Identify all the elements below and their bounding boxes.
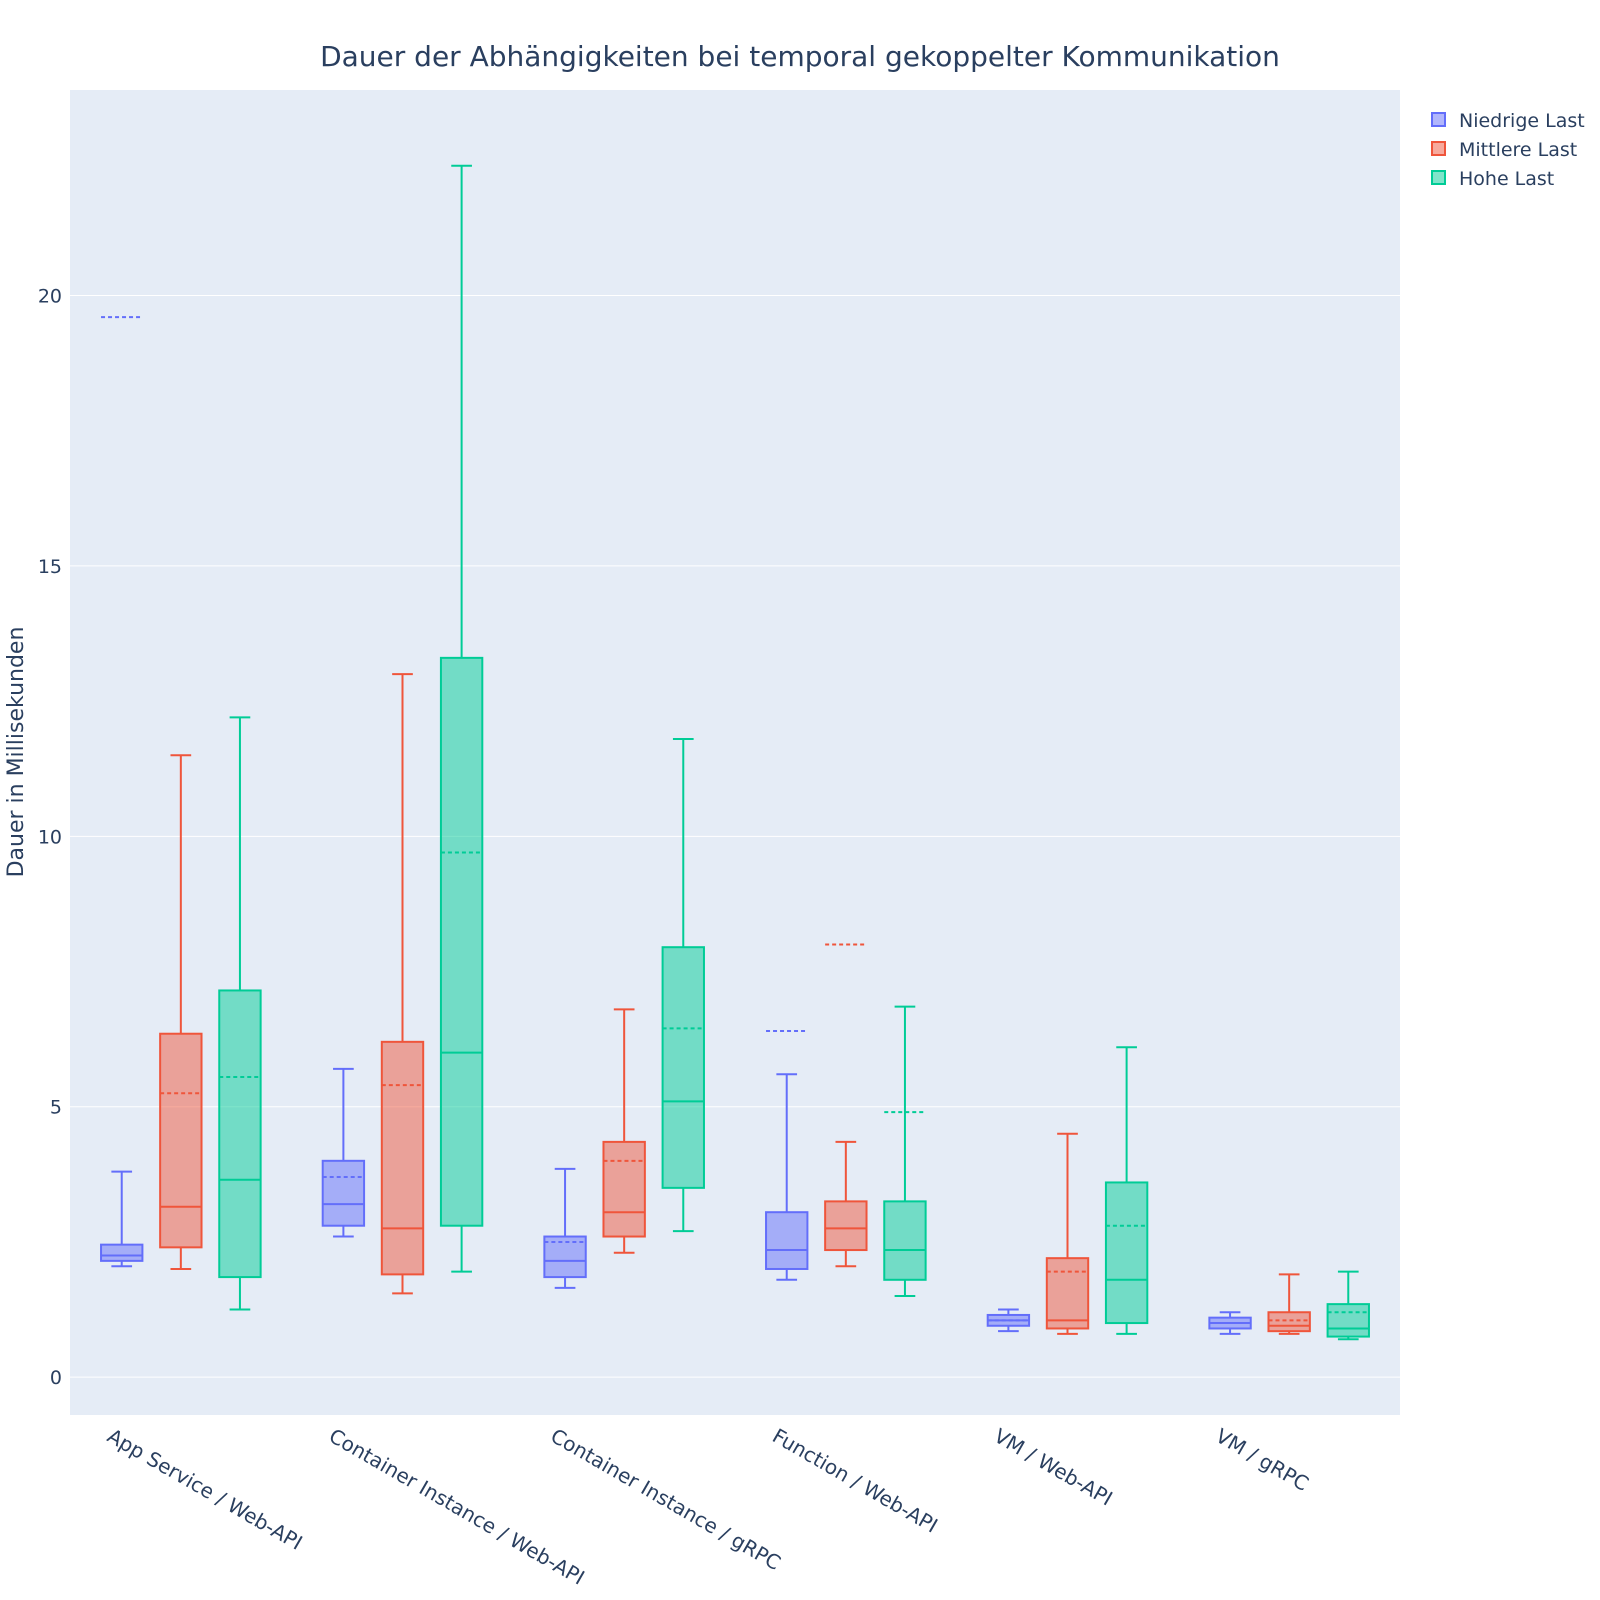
box-body [159, 1032, 203, 1249]
legend-swatch [1431, 141, 1446, 156]
x-tick-label: VM / Web-API [990, 1424, 1117, 1511]
box-body [218, 989, 262, 1279]
box-niedrige-last [321, 1067, 366, 1238]
box-mittlere-last [380, 673, 425, 1295]
chart-title: Dauer der Abhängigkeiten bei temporal ge… [320, 40, 1280, 73]
box-hohe-last [218, 716, 262, 1311]
x-tick-label: Container Instance / Web-API [325, 1424, 589, 1590]
box-body [883, 1200, 927, 1281]
box-body [1326, 1303, 1370, 1338]
box-body [380, 1040, 425, 1276]
legend-swatch [1431, 112, 1446, 127]
box-niedrige-last [765, 1030, 809, 1281]
box-body [100, 1243, 144, 1262]
x-tick-label: Container Instance / gRPC [547, 1424, 785, 1575]
x-tick-labels: App Service / Web-API Container Instance … [103, 1424, 1313, 1590]
box-hohe-last [439, 164, 484, 1273]
legend-item: Mittlere Last [1431, 139, 1577, 161]
y-tick-label: 20 [38, 286, 62, 308]
plot-area [70, 90, 1400, 1415]
box-mittlere-last [602, 1008, 646, 1254]
box-mittlere-last [1267, 1273, 1311, 1335]
box-niedrige-last [543, 1167, 587, 1289]
y-axis-title: Dauer in Millisekunden [4, 627, 29, 878]
legend-label: Niedrige Last [1459, 110, 1585, 132]
box-hohe-last [1326, 1270, 1370, 1341]
box-body [1104, 1181, 1149, 1325]
box-body [543, 1235, 587, 1279]
y-tick-label: 0 [50, 1367, 62, 1389]
box-niedrige-last [986, 1308, 1031, 1333]
legend-item: Niedrige Last [1431, 110, 1585, 132]
legend-swatch [1431, 170, 1446, 185]
box-body [439, 656, 484, 1227]
legend-label: Hohe Last [1459, 168, 1554, 190]
box-mittlere-last [1045, 1132, 1090, 1335]
box-body [1267, 1311, 1311, 1333]
box-mittlere-last [159, 754, 203, 1270]
x-tick-label: Function / Web-API [768, 1424, 942, 1538]
legend-label: Mittlere Last [1459, 139, 1577, 161]
box-niedrige-last [100, 316, 144, 1268]
y-tick-label: 5 [50, 1097, 62, 1119]
box-body [765, 1211, 809, 1270]
y-tick-labels: 0 5 10 15 20 [38, 286, 62, 1390]
box-body [661, 946, 705, 1189]
x-tick-label: VM / gRPC [1212, 1424, 1313, 1496]
box-body [824, 1200, 868, 1252]
legend-item: Hohe Last [1431, 168, 1554, 190]
box-hohe-last [661, 737, 705, 1233]
x-tick-label: App Service / Web-API [103, 1424, 306, 1555]
box-mittlere-last [824, 943, 868, 1268]
box-body [602, 1140, 646, 1238]
box-hohe-last [1104, 1046, 1149, 1335]
legend: Niedrige Last Mittlere Last Hohe Last [1431, 110, 1585, 190]
y-gridlines [70, 295, 1400, 1378]
box-traces [100, 164, 1370, 1341]
box-hohe-last [883, 1005, 927, 1298]
y-tick-label: 10 [38, 826, 62, 848]
y-tick-label: 15 [38, 556, 62, 578]
box-body [321, 1159, 366, 1227]
box-body [1045, 1257, 1090, 1330]
box-niedrige-last [1208, 1311, 1252, 1335]
